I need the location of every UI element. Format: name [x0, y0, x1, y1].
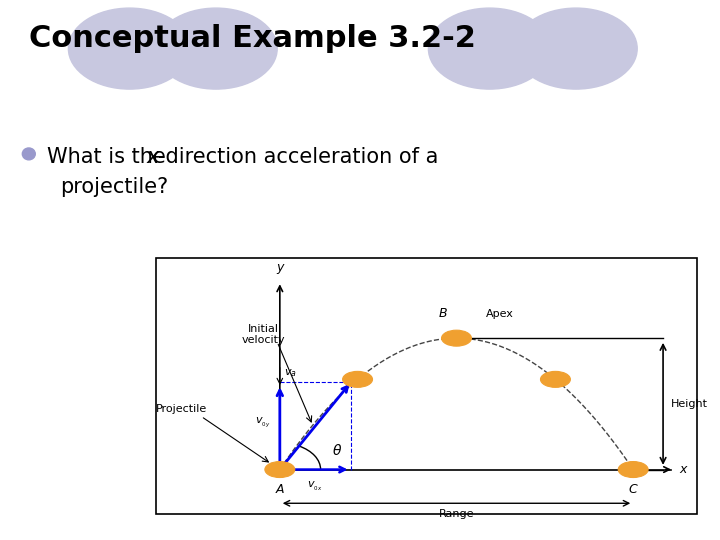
Text: $\theta$: $\theta$ — [332, 442, 342, 457]
Text: Conceptual Example 3.2-2: Conceptual Example 3.2-2 — [29, 24, 476, 53]
Text: What is the: What is the — [47, 147, 172, 167]
Text: B: B — [438, 307, 447, 320]
Ellipse shape — [428, 8, 551, 89]
Text: A: A — [276, 483, 284, 496]
Text: projectile?: projectile? — [60, 177, 168, 197]
Text: Range: Range — [438, 509, 474, 518]
Text: Initial
velocity: Initial velocity — [242, 324, 285, 346]
Text: Apex: Apex — [487, 309, 514, 319]
Ellipse shape — [515, 8, 637, 89]
Text: Projectile: Projectile — [156, 404, 207, 414]
Text: $v_{_{0y}}$: $v_{_{0y}}$ — [255, 416, 270, 430]
Text: x: x — [146, 147, 158, 167]
Ellipse shape — [343, 372, 372, 387]
Text: C: C — [629, 483, 637, 496]
Text: -direction acceleration of a: -direction acceleration of a — [158, 147, 438, 167]
Ellipse shape — [541, 372, 570, 387]
Text: x: x — [680, 463, 687, 476]
Text: $v_{_{0x}}$: $v_{_{0x}}$ — [307, 480, 323, 492]
Text: $v_a$: $v_a$ — [284, 367, 297, 379]
Ellipse shape — [618, 462, 648, 477]
Ellipse shape — [265, 462, 294, 477]
Ellipse shape — [441, 330, 472, 346]
Text: Height: Height — [671, 399, 708, 409]
Text: y: y — [276, 261, 284, 274]
Ellipse shape — [68, 8, 191, 89]
Ellipse shape — [155, 8, 277, 89]
Ellipse shape — [22, 148, 35, 160]
